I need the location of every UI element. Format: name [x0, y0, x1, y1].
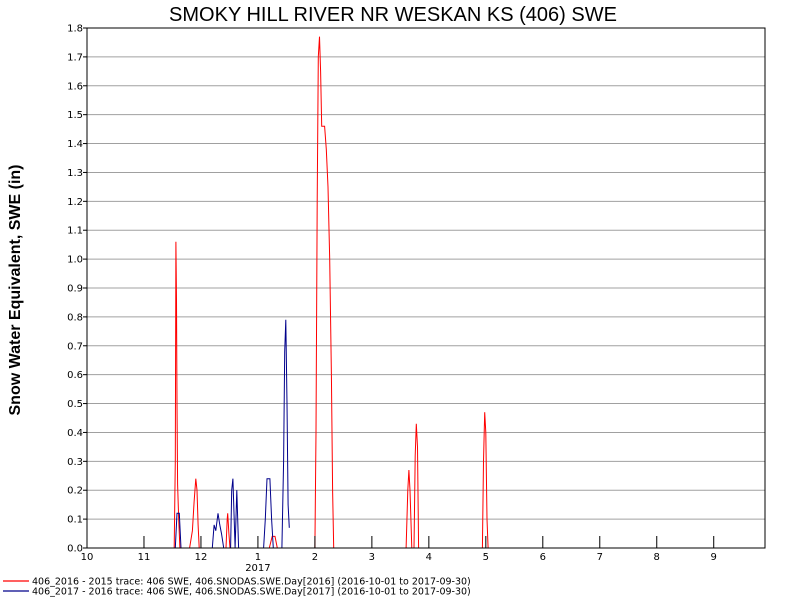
y-tick-label: 0.9	[67, 284, 83, 295]
y-tick-label: 1.4	[67, 139, 83, 150]
x-tick-label: 12	[195, 552, 208, 563]
legend: 406_2016 - 2015 trace: 406 SWE, 406.SNOD…	[3, 577, 471, 598]
x-tick-label: 11	[138, 552, 151, 563]
y-tick-label: 1.3	[67, 168, 83, 179]
chart-title: SMOKY HILL RIVER NR WESKAN KS (406) SWE	[169, 4, 617, 26]
y-tick-label: 1.0	[67, 255, 83, 266]
y-tick-label: 1.5	[67, 110, 83, 121]
x-tick-label: 4	[426, 552, 432, 563]
y-tick-label: 0.3	[67, 457, 83, 468]
y-tick-label: 1.7	[67, 52, 83, 63]
x-tick-label: 5	[483, 552, 489, 563]
y-tick-label: 0.4	[67, 428, 83, 439]
series-layer	[173, 36, 489, 549]
y-tick-label: 0.2	[67, 486, 83, 497]
y-tick-label: 0.1	[67, 515, 83, 526]
x-tick-label: 1	[255, 552, 261, 563]
series-line-1	[173, 36, 489, 549]
x-year-label: 2017	[245, 563, 270, 574]
legend-entry-2: 406_2017 - 2016 trace: 406 SWE, 406.SNOD…	[32, 587, 471, 598]
y-tick-label: 0.5	[67, 399, 83, 410]
y-tick-label: 0.7	[67, 341, 83, 352]
x-tick-label: 2	[312, 552, 318, 563]
x-tick-label: 7	[597, 552, 603, 563]
y-tick-label: 0.0	[67, 544, 83, 555]
y-tick-label: 1.2	[67, 197, 83, 208]
x-tick-label: 6	[540, 552, 546, 563]
x-tick-label: 9	[711, 552, 717, 563]
x-tick-label: 10	[81, 552, 94, 563]
y-tick-label: 0.6	[67, 370, 83, 381]
series-line-2	[174, 319, 290, 549]
grid	[87, 56, 765, 520]
legend-entry-1: 406_2016 - 2015 trace: 406 SWE, 406.SNOD…	[32, 577, 471, 588]
y-tick-label: 1.6	[67, 81, 83, 92]
y-tick-label: 1.1	[67, 226, 83, 237]
x-tick-label: 3	[369, 552, 375, 563]
y-tick-label: 1.8	[67, 24, 83, 35]
y-tick-label: 0.8	[67, 312, 83, 323]
x-tick-label: 8	[654, 552, 660, 563]
axes: 0.0 0.1 0.2 0.3 0.4 0.5 0.6 0.7 0.8 0.9 1.0 1.1 1.2 1…	[67, 24, 717, 575]
y-axis-label: Snow Water Equivalent, SWE (in)	[7, 165, 24, 416]
